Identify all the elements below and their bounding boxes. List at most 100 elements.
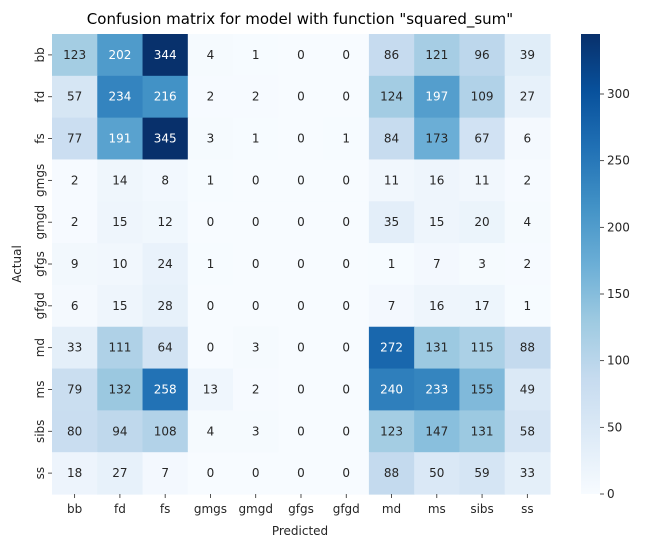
cell-value-label: 258	[154, 382, 177, 396]
heatmap-cell	[323, 159, 370, 202]
cell-value-label: 124	[380, 90, 403, 104]
cell-value-label: 109	[471, 90, 494, 104]
cell-value-label: 4	[524, 215, 532, 229]
heatmap-cell	[504, 75, 551, 119]
cell-value-label: 0	[297, 424, 305, 438]
cell-value-label: 1	[207, 173, 215, 187]
heatmap-cell	[142, 452, 189, 495]
cell-value-label: 12	[158, 215, 173, 229]
cell-value-label: 0	[342, 424, 350, 438]
heatmap-cell	[459, 34, 506, 77]
cell-value-label: 0	[342, 341, 350, 355]
heatmap-cell	[278, 368, 325, 411]
cell-value-label: 2	[252, 90, 260, 104]
cell-value-label: 14	[112, 173, 127, 187]
x-tick-label: fd	[114, 502, 126, 516]
heatmap-cell	[323, 284, 370, 328]
heatmap-cell	[414, 75, 461, 119]
heatmap-cell	[323, 452, 370, 495]
cell-value-label: 0	[297, 90, 305, 104]
cell-value-label: 67	[474, 132, 489, 146]
colorbar-tick-label: 50	[607, 420, 622, 434]
heatmap-cell	[187, 326, 234, 370]
heatmap-cell	[97, 410, 144, 453]
cell-value-label: 0	[297, 257, 305, 271]
heatmap-cell	[142, 159, 189, 202]
heatmap-cell	[52, 159, 98, 202]
cell-value-label: 0	[207, 215, 215, 229]
heatmap-cell	[233, 326, 279, 370]
heatmap-cell	[504, 368, 551, 411]
cell-value-label: 0	[207, 341, 215, 355]
cell-value-label: 2	[71, 173, 79, 187]
heatmap-cell	[414, 34, 461, 77]
heatmap-cell	[504, 410, 551, 453]
cell-value-label: 11	[474, 173, 489, 187]
cell-value-label: 4	[207, 48, 215, 62]
heatmap-cell	[233, 159, 279, 202]
x-tick-label: fs	[160, 502, 170, 516]
heatmap-cell	[278, 243, 325, 286]
heatmap-cell	[323, 410, 370, 453]
heatmap-cell	[97, 326, 144, 370]
y-tick-label: gmgd	[33, 205, 47, 240]
heatmap-cell	[142, 34, 189, 77]
heatmap-cell	[187, 368, 234, 411]
cell-value-label: 0	[252, 466, 260, 480]
heatmap-cell	[142, 368, 189, 411]
cell-value-label: 2	[207, 90, 215, 104]
cell-value-label: 57	[67, 90, 82, 104]
cell-value-label: 18	[67, 466, 82, 480]
heatmap-cell	[504, 452, 551, 495]
cell-value-label: 33	[520, 466, 535, 480]
cell-value-label: 0	[297, 299, 305, 313]
cell-value-label: 13	[203, 382, 218, 396]
heatmap-cell	[233, 243, 279, 286]
cell-value-label: 0	[297, 173, 305, 187]
heatmap-cell	[459, 452, 506, 495]
y-tick-label: gfgs	[33, 251, 47, 277]
x-tick-label: bb	[67, 502, 82, 516]
heatmap-cell	[278, 34, 325, 77]
cell-value-label: 132	[108, 382, 131, 396]
heatmap-cell	[52, 117, 98, 161]
cell-value-label: 0	[342, 48, 350, 62]
y-tick-label: gfgd	[33, 292, 47, 319]
cell-value-label: 0	[297, 215, 305, 229]
cell-value-label: 7	[161, 466, 169, 480]
cell-value-label: 0	[342, 90, 350, 104]
heatmap-cell	[233, 410, 279, 453]
cell-value-label: 20	[474, 215, 489, 229]
cell-value-label: 17	[474, 299, 489, 313]
cell-value-label: 94	[112, 424, 127, 438]
heatmap-cell	[368, 326, 415, 370]
cell-value-label: 3	[252, 341, 260, 355]
cell-value-label: 28	[158, 299, 173, 313]
heatmap-cell	[368, 159, 415, 202]
heatmap-cell	[187, 201, 234, 244]
heatmap-cell	[504, 159, 551, 202]
cell-value-label: 15	[112, 299, 127, 313]
heatmap-cell	[368, 201, 415, 244]
colorbar-tick-label: 100	[607, 354, 630, 368]
x-tick-label: gfgd	[333, 502, 360, 516]
heatmap-cell	[52, 368, 98, 411]
colorbar-tick-label: 0	[607, 487, 615, 501]
heatmap-cell	[459, 368, 506, 411]
cell-value-label: 2	[252, 382, 260, 396]
colorbar-ticks: 0 50 100 150 200 250 300	[600, 87, 630, 501]
heatmap-cell	[278, 75, 325, 119]
cell-value-label: 59	[474, 466, 489, 480]
cell-value-label: 123	[380, 424, 403, 438]
cell-value-label: 0	[252, 173, 260, 187]
heatmap-cell	[459, 284, 506, 328]
heatmap-cell	[368, 284, 415, 328]
y-tick-label: md	[33, 338, 47, 357]
cell-value-label: 2	[71, 215, 79, 229]
cell-value-label: 272	[380, 341, 403, 355]
heatmap-cell	[52, 410, 98, 453]
cell-value-label: 86	[384, 48, 399, 62]
cell-value-label: 2	[524, 257, 532, 271]
cell-value-label: 344	[154, 48, 177, 62]
y-tick-labels: bb fd fs gmgs gmgd gfgs gfgd md ms sibs ss	[33, 47, 52, 479]
